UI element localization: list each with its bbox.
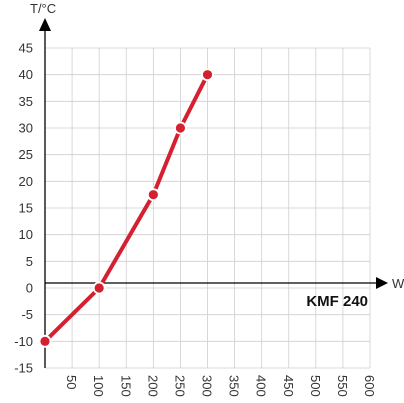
x-tick-labels: 50 100 150 200 250 300 350 400 450 500 550 600	[64, 375, 377, 397]
x-axis-arrow	[376, 277, 388, 289]
y-tick-label: 30	[19, 121, 33, 136]
y-tick-label: 40	[19, 67, 33, 82]
x-tick-label: 250	[172, 375, 187, 397]
x-tick-label: 200	[145, 375, 160, 397]
y-tick-label: 45	[19, 41, 33, 56]
data-point	[201, 68, 214, 82]
y-tick-label: -15	[14, 361, 33, 376]
x-tick-label: 300	[200, 375, 215, 397]
chart-annotation: KMF 240	[306, 293, 368, 310]
x-tick-label: 500	[308, 375, 323, 397]
data-point	[92, 281, 106, 295]
data-point	[174, 121, 187, 135]
x-tick-label: 550	[335, 375, 350, 397]
y-tick-label: 15	[19, 201, 33, 216]
y-tick-label: 20	[19, 174, 33, 189]
grid	[45, 47, 371, 369]
y-tick-label: -5	[21, 307, 33, 322]
data-point	[38, 334, 52, 348]
x-tick-label: 600	[362, 375, 377, 397]
y-tick-label: 10	[19, 227, 33, 242]
y-tick-label: 35	[19, 94, 33, 109]
y-tick-label: 25	[19, 147, 33, 162]
y-axis-label: T/°C	[30, 1, 56, 16]
x-tick-label: 400	[254, 375, 269, 397]
axes: T/°C W	[30, 1, 404, 368]
x-tick-label: 50	[64, 375, 79, 389]
y-tick-labels: 45 40 35 30 25 20 15 10 5 0 -5 -10 -15	[14, 41, 33, 376]
data-point	[146, 188, 160, 202]
x-tick-label: 100	[91, 375, 106, 397]
x-tick-label: 350	[227, 375, 242, 397]
series	[38, 68, 214, 348]
x-tick-label: 150	[118, 375, 133, 397]
y-tick-label: -10	[14, 334, 33, 349]
x-axis-label: W	[392, 276, 404, 291]
x-tick-label: 450	[281, 375, 296, 397]
y-axis-arrow	[39, 18, 51, 31]
y-tick-label: 5	[26, 254, 33, 269]
y-tick-label: 0	[26, 281, 33, 296]
